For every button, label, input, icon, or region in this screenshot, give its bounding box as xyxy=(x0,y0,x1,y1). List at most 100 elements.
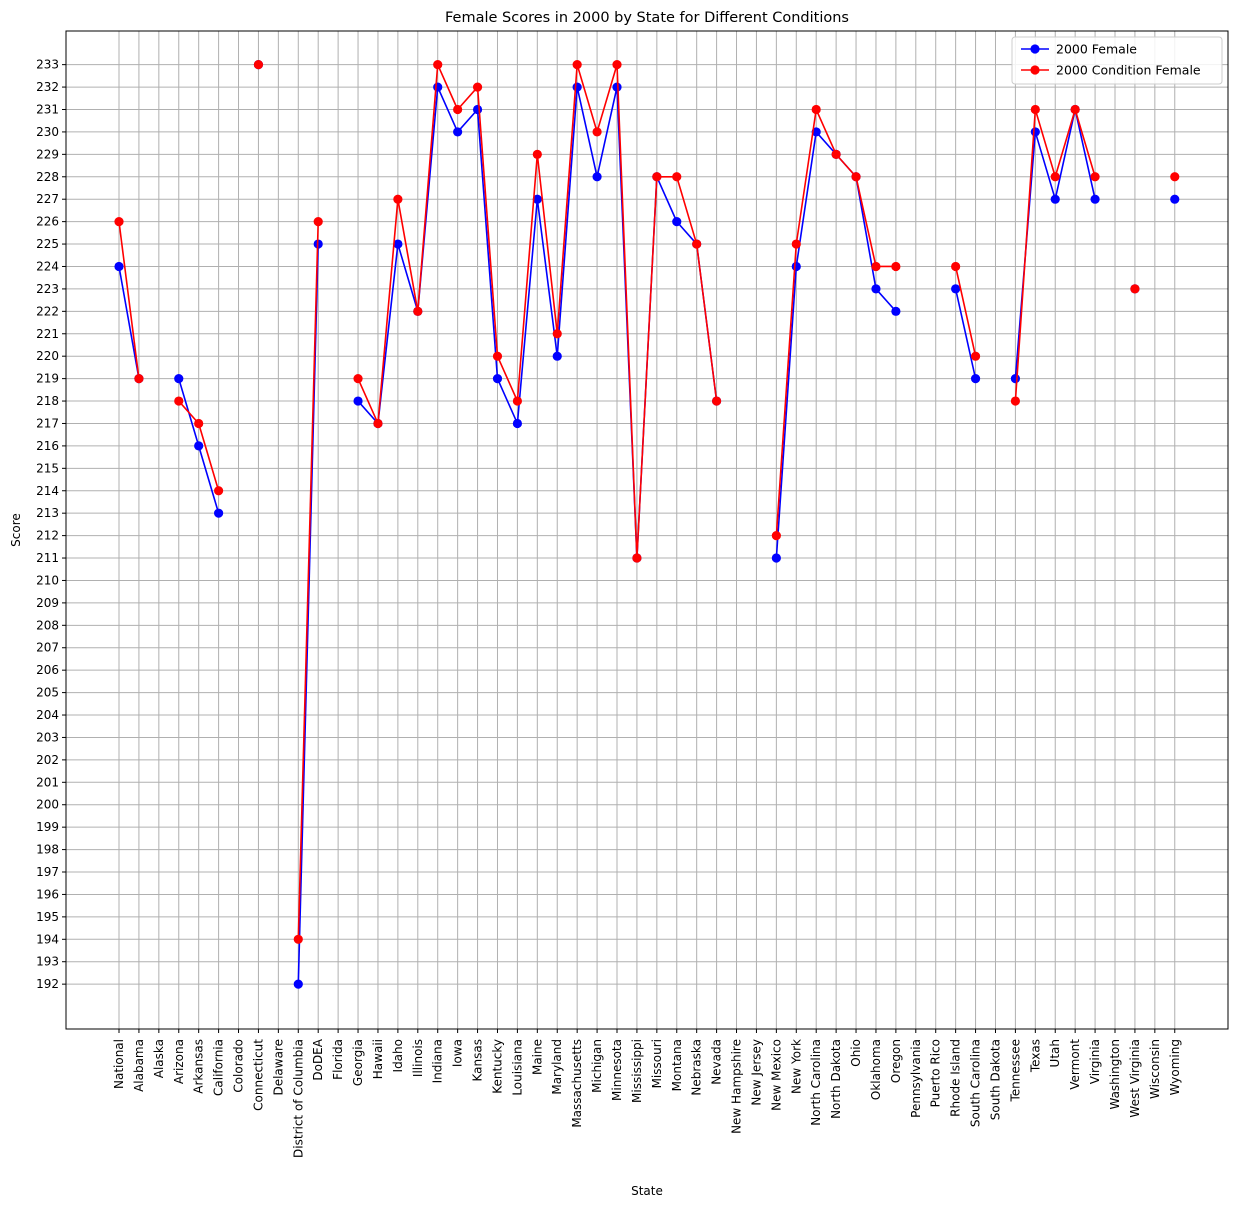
y-tick-label: 205 xyxy=(36,686,59,700)
data-point xyxy=(1030,127,1040,137)
data-point xyxy=(692,239,702,249)
data-point xyxy=(413,306,423,316)
x-tick-label: Montana xyxy=(670,1039,684,1091)
data-point xyxy=(114,217,124,227)
grid-lines xyxy=(66,31,1228,1029)
data-point xyxy=(791,261,801,272)
data-point xyxy=(532,194,542,204)
y-tick-label: 208 xyxy=(36,618,59,632)
data-point xyxy=(552,329,562,339)
y-tick-label: 215 xyxy=(36,461,59,475)
data-point xyxy=(253,60,264,70)
data-point xyxy=(592,127,602,137)
data-point xyxy=(492,374,503,384)
legend-frame xyxy=(1011,36,1223,85)
y-tick-label: 223 xyxy=(36,282,59,296)
data-point xyxy=(134,374,144,384)
data-point xyxy=(632,553,642,563)
data-point xyxy=(313,217,323,227)
data-point xyxy=(293,934,303,944)
x-tick-label: Arizona xyxy=(172,1039,186,1084)
plot-frame xyxy=(65,30,1229,1030)
y-tick-label: 220 xyxy=(36,349,59,363)
x-tick-label: New Mexico xyxy=(769,1039,783,1111)
x-tick-label: Washington xyxy=(1108,1039,1122,1110)
y-tick-label: 227 xyxy=(36,192,59,206)
data-point xyxy=(353,374,363,384)
data-point xyxy=(1090,194,1100,204)
y-tick-label: 203 xyxy=(36,730,59,744)
data-point xyxy=(811,104,821,115)
data-point xyxy=(970,351,981,361)
y-tick-label: 195 xyxy=(36,910,59,924)
data-point xyxy=(393,194,403,204)
data-point xyxy=(512,418,523,429)
y-tick-label: 204 xyxy=(36,708,59,722)
y-tick-label: 226 xyxy=(36,215,59,229)
y-tick-label: 228 xyxy=(36,170,59,184)
x-tick-label: Wisconsin xyxy=(1148,1039,1162,1099)
y-tick-label: 231 xyxy=(36,102,59,116)
x-tick-label: Massachusetts xyxy=(570,1039,584,1128)
y-tick-label: 230 xyxy=(36,125,59,139)
x-tick-label: Puerto Rico xyxy=(929,1039,943,1107)
x-tick-label: Virginia xyxy=(1088,1039,1102,1084)
data-point xyxy=(871,284,881,294)
series-line xyxy=(297,221,319,940)
x-tick-label: Maryland xyxy=(550,1039,564,1095)
data-point xyxy=(951,261,961,272)
x-tick-label: Kentucky xyxy=(490,1039,504,1094)
x-tick-label: Connecticut xyxy=(251,1039,265,1111)
data-point xyxy=(1170,194,1180,204)
data-point xyxy=(1010,396,1021,406)
x-tick-label: South Carolina xyxy=(969,1039,983,1127)
x-tick-label: Hawaii xyxy=(371,1039,385,1079)
x-tick-label: Louisiana xyxy=(510,1039,524,1096)
y-tick-label: 224 xyxy=(36,259,59,273)
data-point xyxy=(472,104,483,115)
data-point xyxy=(512,396,523,406)
x-tick-label: Nebraska xyxy=(690,1039,704,1096)
data-point xyxy=(174,374,184,384)
y-axis-title: Score xyxy=(9,513,23,547)
y-tick-label: 225 xyxy=(36,237,59,251)
data-point xyxy=(492,351,503,361)
data-point xyxy=(652,172,662,182)
x-tick-label: South Dakota xyxy=(988,1039,1002,1120)
y-tick-label: 194 xyxy=(36,932,59,946)
y-tick-label: 219 xyxy=(36,372,59,386)
x-tick-label: Idaho xyxy=(391,1039,405,1072)
series-line xyxy=(118,221,140,379)
y-tick-label: 232 xyxy=(36,80,59,94)
data-point xyxy=(1070,104,1080,115)
x-tick-label: Georgia xyxy=(351,1039,365,1086)
data-point xyxy=(572,60,582,70)
x-tick-label: Nevada xyxy=(710,1039,724,1085)
x-tick-label: North Dakota xyxy=(829,1039,843,1119)
x-tick-label: California xyxy=(212,1039,226,1096)
x-tick-label: Texas xyxy=(1028,1039,1042,1073)
data-point xyxy=(1010,374,1021,384)
x-tick-label: Kansas xyxy=(471,1039,485,1081)
y-tick-label: 214 xyxy=(36,484,59,498)
tick-layer: National Alabama Alaska Arizona Arkansas Cali… xyxy=(36,58,1182,1158)
data-point xyxy=(453,127,463,137)
data-point xyxy=(194,441,204,451)
data-point xyxy=(831,149,841,159)
data-point xyxy=(791,239,801,249)
data-point xyxy=(891,306,901,316)
y-tick-label: 216 xyxy=(36,439,59,453)
data-point xyxy=(353,396,363,406)
series-line xyxy=(954,266,977,357)
data-point xyxy=(771,531,781,541)
data-point xyxy=(393,239,403,249)
data-point xyxy=(592,172,602,182)
data-point xyxy=(453,104,463,115)
x-tick-label: Iowa xyxy=(451,1039,465,1067)
x-tick-label: Minnesota xyxy=(610,1039,624,1101)
x-tick-label: National xyxy=(112,1039,126,1089)
y-tick-label: 229 xyxy=(36,147,59,161)
data-point xyxy=(672,172,682,182)
y-tick-label: 193 xyxy=(36,955,59,969)
data-point xyxy=(572,82,582,92)
